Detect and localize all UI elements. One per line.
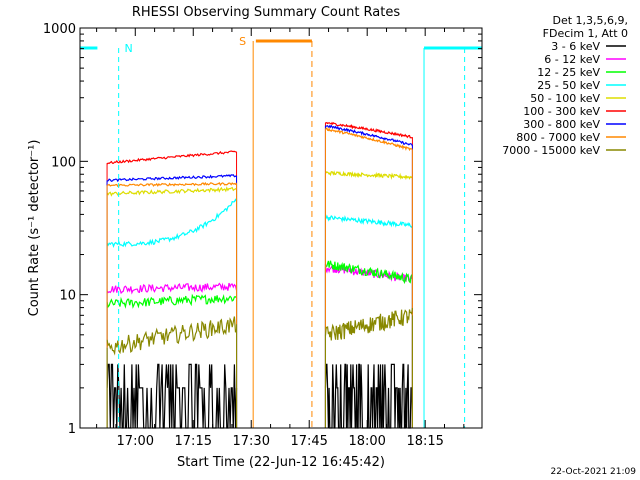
legend-entry-label: 300 - 800 keV	[523, 118, 600, 131]
series-line-300-800-kev-seg1	[106, 174, 237, 183]
series-line-12-25-kev-seg2	[325, 260, 413, 285]
legend-header-line: FDecim 1, Att 0	[543, 27, 628, 40]
series-line-6-12-kev-seg1	[106, 282, 238, 295]
series-line-25-50-kev-seg1	[106, 198, 238, 248]
series-line-12-25-kev-seg1	[106, 293, 237, 309]
y-tick-label: 10	[59, 289, 76, 304]
axis-ticks: 1 10 100 1000 17:00 17:15 17:30 17:45 18:00 18:15	[43, 22, 482, 449]
series-line-50-100-kev-seg1	[106, 186, 237, 197]
x-tick-label: 17:00	[117, 434, 154, 449]
footer-timestamp: 22-Oct-2021 21:09	[551, 467, 637, 477]
legend: Det 1,3,5,6,9,FDecim 1, Att 03 - 6 keV6 …	[502, 14, 628, 157]
series-line-100-300-kev-seg1	[106, 150, 237, 165]
legend-entry-label: 100 - 300 keV	[523, 105, 600, 118]
series-line-100-300-kev-seg2	[325, 121, 413, 139]
night-flag-label: N	[124, 42, 132, 55]
series-line-7000-15000-kev-seg1	[106, 316, 238, 356]
x-axis-label: Start Time (22-Jun-12 16:45:42)	[177, 455, 385, 470]
plot-area: NS	[80, 35, 482, 429]
legend-header-line: Det 1,3,5,6,9,	[552, 14, 628, 27]
legend-entry-label: 3 - 6 keV	[551, 40, 600, 53]
chart-title: RHESSI Observing Summary Count Rates	[132, 5, 401, 20]
x-tick-label: 18:15	[406, 434, 443, 449]
series-line-800-7000-kev-seg2	[324, 127, 413, 152]
series-line-6-12-kev-seg2	[324, 263, 413, 283]
series-line-50-100-kev-seg2	[324, 170, 413, 181]
legend-entry-label: 800 - 7000 keV	[516, 131, 600, 144]
series-line-25-50-kev-seg2	[325, 214, 413, 228]
series-line-800-7000-kev-seg1	[107, 181, 237, 187]
x-tick-label: 17:45	[290, 434, 327, 449]
plot-frame	[79, 27, 483, 429]
x-tick-label: 17:30	[233, 434, 270, 449]
x-tick-label: 17:15	[175, 434, 212, 449]
y-axis-label: Count Rate (s⁻¹ detector⁻¹)	[27, 140, 42, 317]
y-tick-label: 1	[68, 422, 76, 437]
x-tick-label: 18:00	[348, 434, 385, 449]
legend-entry-label: 6 - 12 keV	[544, 53, 600, 66]
legend-entry-label: 7000 - 15000 keV	[502, 144, 600, 157]
legend-entry-label: 12 - 25 keV	[537, 66, 600, 79]
series-line-7000-15000-kev-seg2	[324, 307, 413, 341]
saa-flag-label: S	[239, 35, 246, 48]
legend-entry-label: 25 - 50 keV	[537, 79, 600, 92]
y-tick-label: 100	[51, 155, 76, 170]
y-tick-label: 1000	[43, 22, 76, 37]
legend-entry-label: 50 - 100 keV	[530, 92, 600, 105]
series-line-300-800-kev-seg2	[325, 124, 413, 147]
